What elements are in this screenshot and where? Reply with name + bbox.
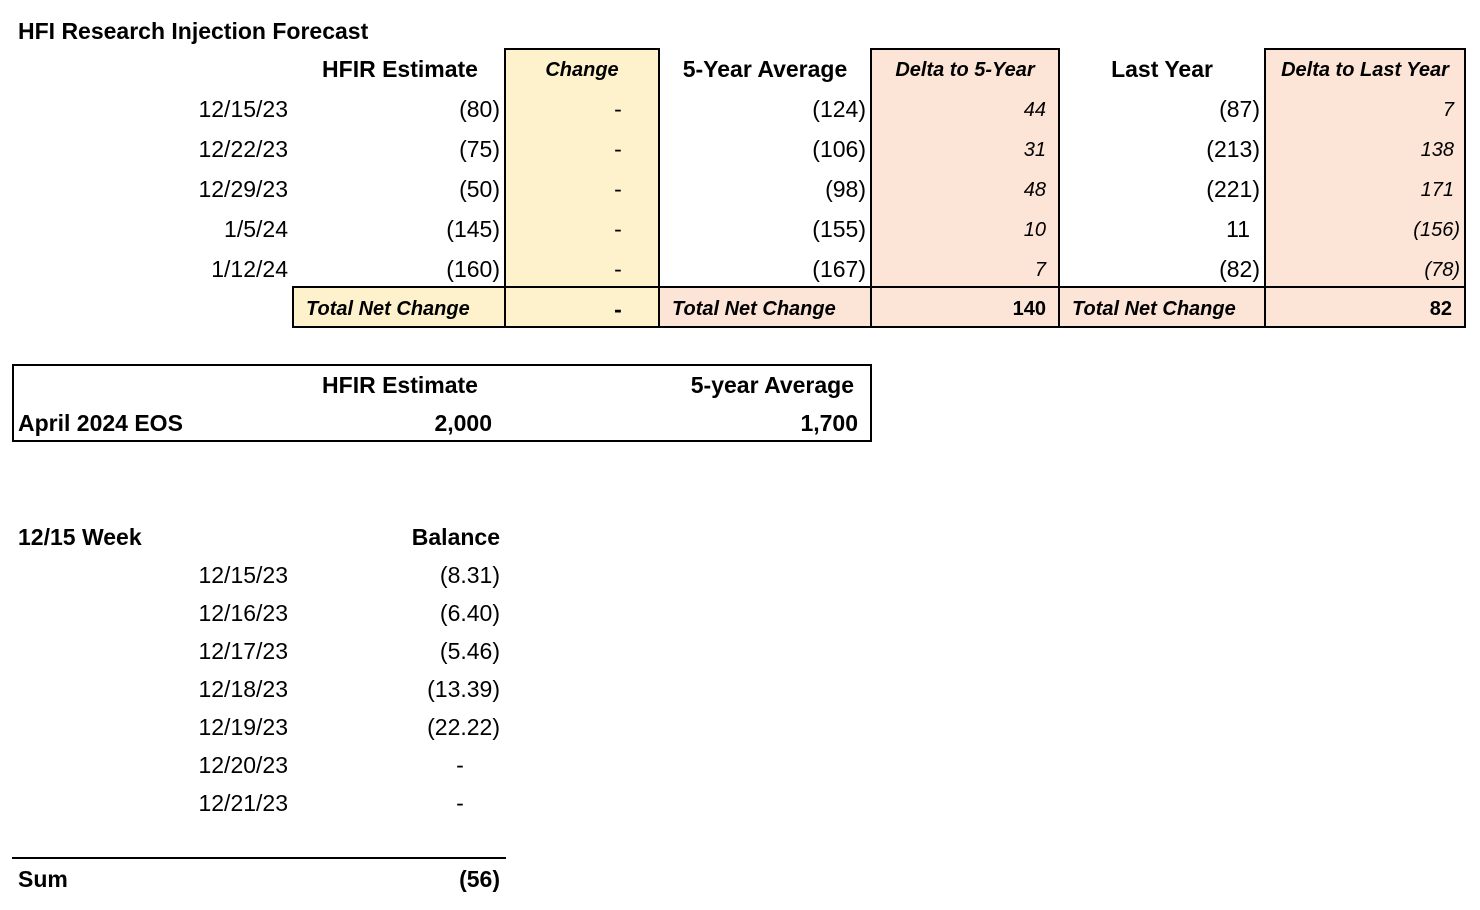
total-change-cell <box>504 286 660 328</box>
week-row-balance: (22.22) <box>427 714 500 740</box>
total-label-cell-3 <box>1058 286 1266 328</box>
week-row-date: 12/16/23 <box>198 600 288 626</box>
row-delta-last: 138 <box>1420 139 1454 161</box>
eos-row-label: April 2024 EOS <box>18 410 183 436</box>
week-row-date: 12/17/23 <box>198 638 288 664</box>
row-delta5: 10 <box>1023 219 1046 241</box>
week-row-balance: (6.40) <box>439 600 500 626</box>
week-row-date: 12/15/23 <box>198 562 288 588</box>
total-delta-last-value: 82 <box>1429 298 1452 320</box>
row-last-year: (82) <box>1219 256 1260 282</box>
row-avg5: (167) <box>812 256 866 282</box>
row-date: 12/22/23 <box>198 136 288 162</box>
week-row-date: 12/18/23 <box>198 676 288 702</box>
row-delta-last: (78) <box>1424 259 1460 281</box>
eos-avg-value: 1,700 <box>800 410 858 436</box>
week-row-balance: - <box>456 752 464 778</box>
row-delta-last: 7 <box>1442 99 1454 121</box>
week-row-date: 12/20/23 <box>198 752 288 778</box>
row-change: - <box>614 256 622 282</box>
row-delta5: 48 <box>1023 179 1046 201</box>
week-row-balance: (8.31) <box>439 562 500 588</box>
row-date: 1/5/24 <box>224 216 288 242</box>
total-delta5-value: 140 <box>1012 298 1046 320</box>
week-row-balance: - <box>456 790 464 816</box>
row-last-year: 11 <box>1226 216 1250 242</box>
row-date: 12/15/23 <box>198 96 288 122</box>
row-avg5: (98) <box>825 176 866 202</box>
row-last-year: (87) <box>1219 96 1260 122</box>
row-avg5: (124) <box>812 96 866 122</box>
row-change: - <box>614 136 622 162</box>
eos-table-box <box>12 364 872 442</box>
eos-hfir-value: 2,000 <box>434 410 492 436</box>
row-delta-last: 171 <box>1420 179 1454 201</box>
row-avg5: (106) <box>812 136 866 162</box>
total-label-last-year: Total Net Change <box>1072 298 1236 320</box>
row-change: - <box>614 216 622 242</box>
row-date: 1/12/24 <box>211 256 288 282</box>
total-delta5-cell <box>870 286 1060 328</box>
total-delta-last-cell <box>1264 286 1466 328</box>
header-delta-last-year: Delta to Last Year <box>1281 59 1449 81</box>
total-label-avg5: Total Net Change <box>672 298 836 320</box>
header-five-year-average: 5-Year Average <box>682 56 848 82</box>
row-delta-last: (156) <box>1413 219 1460 241</box>
header-hfir-estimate: HFIR Estimate <box>322 56 478 82</box>
sum-divider <box>12 857 506 859</box>
change-column-fill <box>504 48 660 328</box>
row-avg5: (155) <box>812 216 866 242</box>
week-row-date: 12/21/23 <box>198 790 288 816</box>
total-change-value: - <box>614 296 622 322</box>
week-row-date: 12/19/23 <box>198 714 288 740</box>
total-label-cell-2 <box>658 286 872 328</box>
delta-5yr-column-fill <box>870 48 1060 328</box>
sheet-title: HFI Research Injection Forecast <box>18 18 369 44</box>
total-label-hfir: Total Net Change <box>306 298 470 320</box>
row-change: - <box>614 96 622 122</box>
week-title: 12/15 Week <box>18 524 142 550</box>
eos-header-avg: 5-year Average <box>690 372 854 398</box>
row-hfir: (80) <box>459 96 500 122</box>
sum-label: Sum <box>18 866 68 892</box>
eos-header-hfir: HFIR Estimate <box>322 372 478 398</box>
row-delta5: 31 <box>1023 139 1046 161</box>
header-last-year: Last Year <box>1111 56 1213 82</box>
row-last-year: (221) <box>1206 176 1260 202</box>
balance-header: Balance <box>411 524 500 550</box>
week-row-balance: (13.39) <box>427 676 500 702</box>
row-hfir: (75) <box>459 136 500 162</box>
row-delta5: 44 <box>1023 99 1046 121</box>
header-delta-5yr: Delta to 5-Year <box>895 59 1035 81</box>
row-date: 12/29/23 <box>198 176 288 202</box>
row-last-year: (213) <box>1206 136 1260 162</box>
row-hfir: (160) <box>446 256 500 282</box>
row-change: - <box>614 176 622 202</box>
header-change: Change <box>545 59 619 81</box>
row-hfir: (145) <box>446 216 500 242</box>
sum-value: (56) <box>459 866 500 892</box>
row-delta5: 7 <box>1034 259 1046 281</box>
row-hfir: (50) <box>459 176 500 202</box>
week-row-balance: (5.46) <box>439 638 500 664</box>
